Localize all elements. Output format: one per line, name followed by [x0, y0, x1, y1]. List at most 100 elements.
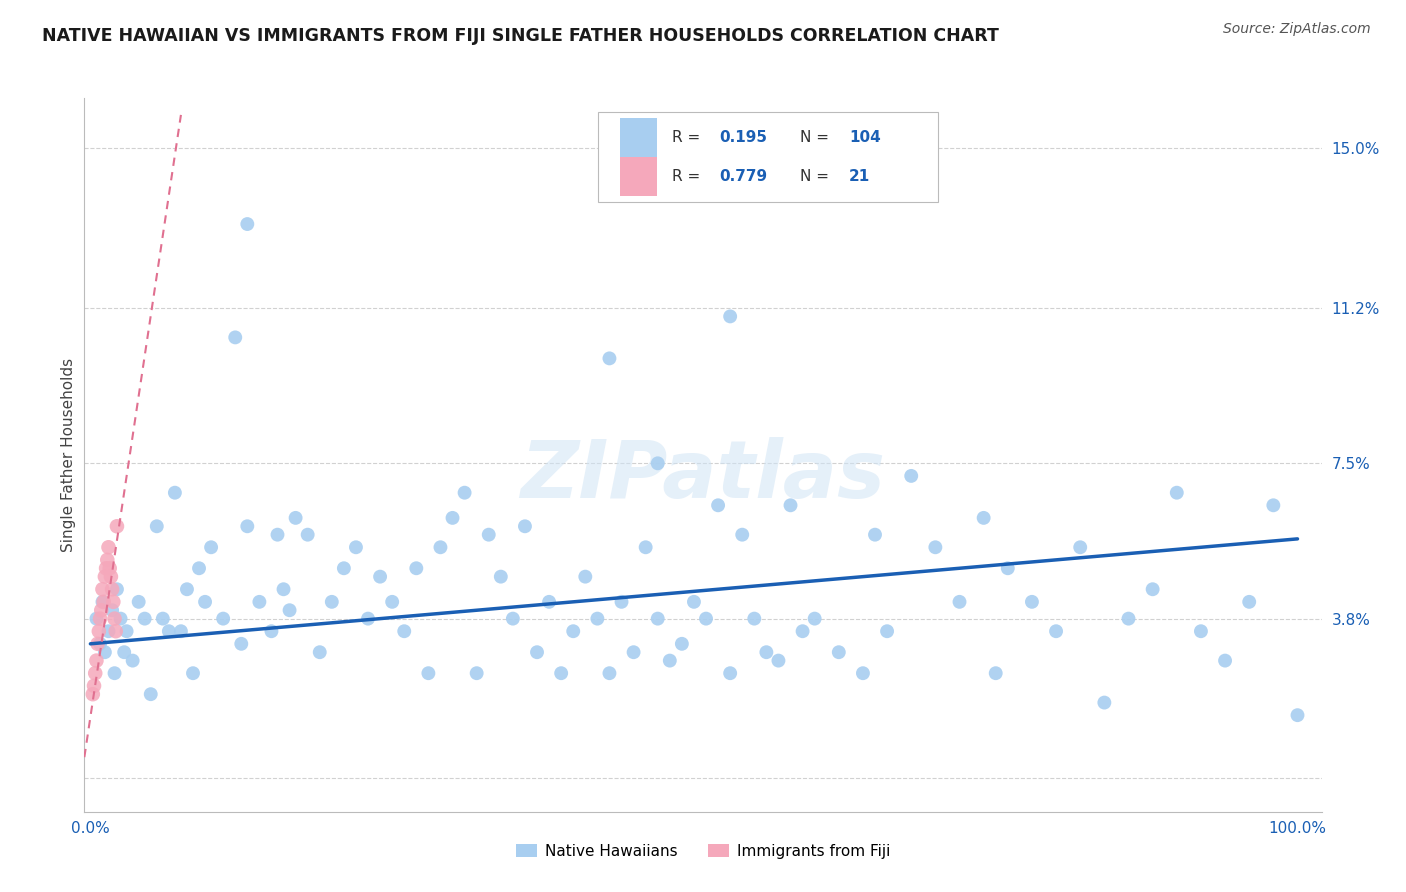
Point — [90, 603, 112, 617]
Point — [368, 569, 391, 583]
Text: R =: R = — [672, 169, 700, 184]
Point — [103, 666, 125, 681]
Point — [278, 603, 301, 617]
Point — [718, 666, 741, 681]
Point — [1189, 624, 1212, 639]
Text: 21: 21 — [849, 169, 870, 184]
Point — [381, 595, 404, 609]
Point — [1092, 696, 1115, 710]
Bar — [598, 112, 938, 202]
Point — [83, 679, 105, 693]
Point — [768, 654, 790, 668]
Point — [284, 511, 307, 525]
Text: 0.195: 0.195 — [718, 130, 768, 145]
Point — [538, 595, 561, 609]
Point — [82, 687, 104, 701]
Point — [792, 624, 814, 639]
Point — [707, 498, 730, 512]
Point — [779, 498, 801, 512]
Point — [900, 469, 922, 483]
Point — [297, 527, 319, 541]
Point — [755, 645, 778, 659]
Point — [1263, 498, 1285, 512]
Point — [973, 511, 995, 525]
Point — [863, 527, 886, 541]
Point — [152, 612, 174, 626]
Point — [502, 612, 524, 626]
Point — [453, 485, 475, 500]
Point — [163, 485, 186, 500]
Point — [110, 612, 132, 626]
Point — [828, 645, 851, 659]
Point — [997, 561, 1019, 575]
Point — [333, 561, 356, 575]
Point — [128, 595, 150, 609]
Point — [441, 511, 464, 525]
Point — [98, 561, 121, 575]
Point — [273, 582, 295, 597]
Point — [236, 519, 259, 533]
Point — [1237, 595, 1260, 609]
Point — [598, 351, 620, 366]
Point — [321, 595, 343, 609]
Point — [87, 624, 110, 639]
Point — [94, 645, 117, 659]
Point — [1069, 541, 1091, 555]
Point — [1213, 654, 1236, 668]
Point — [1045, 624, 1067, 639]
Point — [212, 612, 235, 626]
Text: N =: N = — [800, 169, 828, 184]
Point — [683, 595, 706, 609]
Point — [623, 645, 645, 659]
Text: ZIPatlas: ZIPatlas — [520, 437, 886, 516]
Point — [176, 582, 198, 597]
Point — [105, 519, 128, 533]
Point — [465, 666, 488, 681]
Point — [550, 666, 572, 681]
Point — [231, 637, 253, 651]
Point — [89, 612, 111, 626]
Point — [562, 624, 585, 639]
Point — [84, 666, 107, 681]
Point — [429, 541, 451, 555]
Point — [1118, 612, 1140, 626]
Point — [357, 612, 380, 626]
Point — [924, 541, 946, 555]
Point — [86, 637, 108, 651]
Point — [146, 519, 169, 533]
Text: 104: 104 — [849, 130, 880, 145]
Point — [598, 666, 620, 681]
Point — [394, 624, 416, 639]
Point — [157, 624, 180, 639]
Point — [658, 654, 681, 668]
Point — [91, 582, 114, 597]
Point — [1142, 582, 1164, 597]
Text: N =: N = — [800, 130, 828, 145]
Point — [236, 217, 259, 231]
Point — [1021, 595, 1043, 609]
Point — [89, 637, 111, 651]
Point — [984, 666, 1007, 681]
Point — [803, 612, 825, 626]
Text: 0.779: 0.779 — [718, 169, 768, 184]
Point — [105, 582, 128, 597]
Point — [718, 310, 741, 324]
Point — [96, 553, 118, 567]
Legend: Native Hawaiians, Immigrants from Fiji: Native Hawaiians, Immigrants from Fiji — [509, 838, 897, 864]
Point — [97, 624, 120, 639]
Point — [93, 595, 115, 609]
Point — [112, 645, 135, 659]
Point — [634, 541, 657, 555]
Point — [94, 569, 117, 583]
Point — [247, 595, 270, 609]
Point — [194, 595, 217, 609]
Point — [852, 666, 875, 681]
Point — [1166, 485, 1188, 500]
Point — [224, 330, 246, 344]
Point — [526, 645, 548, 659]
Point — [586, 612, 609, 626]
Point — [574, 569, 596, 583]
Point — [101, 582, 124, 597]
Y-axis label: Single Father Households: Single Father Households — [60, 358, 76, 552]
Point — [731, 527, 754, 541]
